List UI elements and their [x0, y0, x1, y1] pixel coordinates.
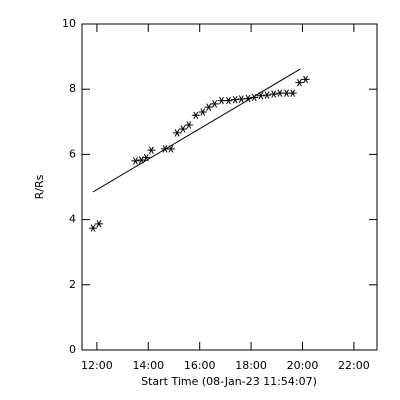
- asterisk-point: [295, 78, 304, 87]
- asterisk-point: [131, 157, 140, 165]
- asterisk-point: [191, 111, 200, 119]
- asterisk-point: [231, 95, 240, 104]
- y-axis-label: R/Rs: [33, 174, 46, 199]
- y-tick-label: 0: [69, 343, 76, 356]
- plot-frame: [81, 23, 378, 351]
- fit-line: [92, 68, 301, 193]
- asterisk-point: [217, 96, 226, 105]
- asterisk-point: [173, 129, 182, 137]
- asterisk-point: [288, 89, 297, 97]
- asterisk-point: [237, 95, 246, 103]
- asterisk-point: [94, 220, 103, 228]
- asterisk-point: [269, 90, 278, 98]
- y-tick-label: 10: [62, 17, 76, 30]
- y-tick-label: 4: [69, 213, 76, 226]
- y-tick-label: 8: [69, 82, 76, 95]
- asterisk-point: [263, 91, 272, 99]
- asterisk-point: [89, 224, 98, 232]
- asterisk-point: [204, 103, 213, 111]
- asterisk-point: [184, 121, 193, 129]
- asterisk-point: [301, 75, 310, 84]
- asterisk-point: [178, 125, 187, 133]
- x-tick-label: 16:00: [184, 359, 216, 372]
- x-axis-label: Start Time (08-Jan-23 11:54:07): [141, 375, 317, 388]
- asterisk-point: [275, 89, 284, 97]
- x-tick-label: 22:00: [338, 359, 370, 372]
- asterisk-point: [210, 100, 219, 108]
- y-tick-label: 2: [69, 278, 76, 291]
- asterisk-point: [147, 146, 156, 154]
- asterisk-point: [224, 96, 233, 105]
- x-tick-label: 18:00: [235, 359, 267, 372]
- y-tick-label: 6: [69, 147, 76, 160]
- asterisk-point: [198, 108, 207, 116]
- x-tick-label: 12:00: [81, 359, 113, 372]
- x-tick-label: 20:00: [287, 359, 319, 372]
- asterisk-point: [256, 92, 265, 100]
- asterisk-point: [166, 145, 175, 153]
- x-tick-label: 14:00: [132, 359, 164, 372]
